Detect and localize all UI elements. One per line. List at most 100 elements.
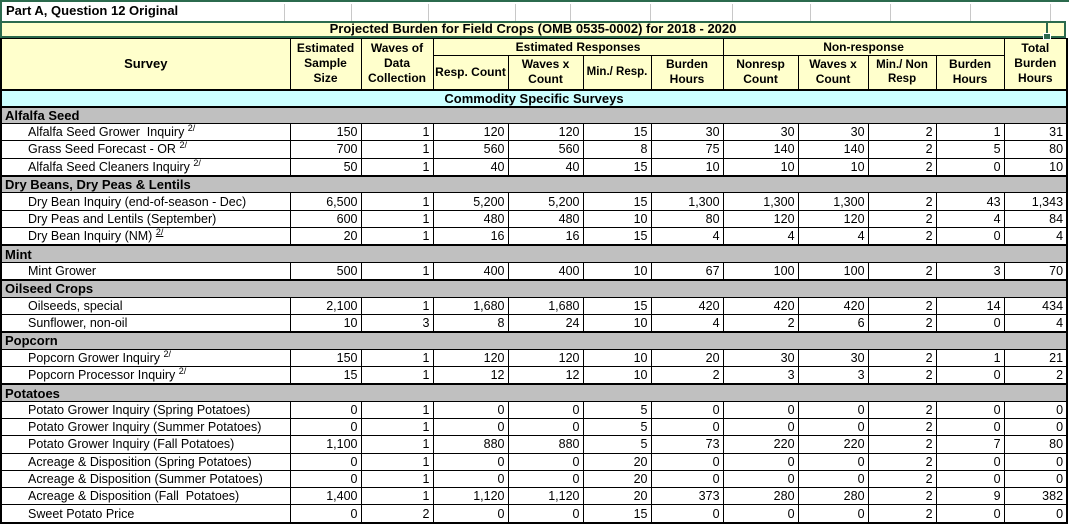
cell-min-per-resp[interactable]: 10	[582, 365, 652, 385]
cell-min-per-nonresp[interactable]: 2	[867, 348, 937, 367]
cell-resp-waves-x-count[interactable]: 0	[507, 504, 584, 524]
cell-resp-burden-hours[interactable]: 373	[650, 487, 724, 506]
cell-min-per-nonresp[interactable]: 2	[867, 157, 937, 177]
cell-resp-waves-x-count[interactable]: 400	[507, 261, 584, 281]
section-header-potatoes[interactable]: Potatoes	[0, 383, 1068, 402]
cell-nonresp-waves-x-count[interactable]: 4	[797, 226, 869, 246]
cell-min-per-resp[interactable]: 5	[582, 418, 652, 437]
section-header-oilseed-crops[interactable]: Oilseed Crops	[0, 279, 1068, 298]
cell-waves-of-data-collection[interactable]: 1	[360, 365, 434, 385]
cell-min-per-nonresp[interactable]: 2	[867, 469, 937, 489]
cell-nonresp-count[interactable]: 140	[722, 140, 799, 159]
cell-resp-waves-x-count[interactable]: 120	[507, 122, 584, 142]
cell-sample-size[interactable]: 0	[289, 452, 362, 471]
cell-waves-of-data-collection[interactable]: 1	[360, 400, 434, 420]
cell-waves-of-data-collection[interactable]: 1	[360, 296, 434, 315]
cell-total-burden-hours[interactable]: 2	[1003, 365, 1068, 385]
cell-min-per-resp[interactable]: 15	[582, 122, 652, 142]
cell-nonresp-count[interactable]: 10	[722, 157, 799, 177]
cell-nonresp-waves-x-count[interactable]: 1,300	[797, 192, 869, 211]
cell-min-per-nonresp[interactable]: 2	[867, 296, 937, 315]
section-header-popcorn[interactable]: Popcorn	[0, 331, 1068, 350]
cell-waves-of-data-collection[interactable]: 2	[360, 504, 434, 524]
cell-min-per-resp[interactable]: 8	[582, 140, 652, 159]
cell-min-per-nonresp[interactable]: 2	[867, 140, 937, 159]
survey-name-cell[interactable]: Grass Seed Forecast - OR 2/	[0, 140, 291, 159]
cell-resp-burden-hours[interactable]: 0	[650, 452, 724, 471]
cell-nonresp-burden-hours[interactable]: 0	[935, 365, 1005, 385]
cell-nonresp-burden-hours[interactable]: 0	[935, 469, 1005, 489]
cell-resp-burden-hours[interactable]: 1,300	[650, 192, 724, 211]
cell-resp-burden-hours[interactable]: 10	[650, 157, 724, 177]
cell-waves-of-data-collection[interactable]: 1	[360, 226, 434, 246]
cell-sample-size[interactable]: 0	[289, 418, 362, 437]
cell-resp-count[interactable]: 1,680	[432, 296, 509, 315]
cell-resp-burden-hours[interactable]: 67	[650, 261, 724, 281]
cell-min-per-resp[interactable]: 10	[582, 348, 652, 367]
cell-resp-waves-x-count[interactable]: 0	[507, 469, 584, 489]
cell-waves-of-data-collection[interactable]: 3	[360, 313, 434, 333]
cell-min-per-nonresp[interactable]: 2	[867, 452, 937, 471]
cell-resp-waves-x-count[interactable]: 0	[507, 418, 584, 437]
cell-resp-burden-hours[interactable]: 0	[650, 418, 724, 437]
survey-name-cell[interactable]: Acreage & Disposition (Spring Potatoes)	[0, 452, 291, 471]
cell-nonresp-waves-x-count[interactable]: 120	[797, 209, 869, 228]
cell-nonresp-waves-x-count[interactable]: 30	[797, 348, 869, 367]
col-header-nonresp-burden-hours[interactable]: Burden Hours	[935, 55, 1005, 90]
cell-resp-burden-hours[interactable]: 0	[650, 400, 724, 420]
survey-name-cell[interactable]: Dry Bean Inquiry (NM) 2/	[0, 226, 291, 246]
cell-nonresp-burden-hours[interactable]: 4	[935, 209, 1005, 228]
cell-resp-burden-hours[interactable]: 80	[650, 209, 724, 228]
cell-nonresp-waves-x-count[interactable]: 6	[797, 313, 869, 333]
cell-resp-waves-x-count[interactable]: 24	[507, 313, 584, 333]
cell-min-per-nonresp[interactable]: 2	[867, 400, 937, 420]
cell-nonresp-burden-hours[interactable]: 0	[935, 504, 1005, 524]
cell-min-per-resp[interactable]: 10	[582, 261, 652, 281]
col-header-waves[interactable]: Waves of Data Collection	[360, 38, 434, 90]
cell-resp-count[interactable]: 1,120	[432, 487, 509, 506]
survey-name-cell[interactable]: Mint Grower	[0, 261, 291, 281]
cell-sample-size[interactable]: 700	[289, 140, 362, 159]
cell-sample-size[interactable]: 0	[289, 400, 362, 420]
cell-nonresp-burden-hours[interactable]: 43	[935, 192, 1005, 211]
col-header-survey[interactable]: Survey	[0, 38, 291, 90]
cell-resp-count[interactable]: 16	[432, 226, 509, 246]
cell-resp-burden-hours[interactable]: 420	[650, 296, 724, 315]
cell-min-per-resp[interactable]: 10	[582, 313, 652, 333]
cell-waves-of-data-collection[interactable]: 1	[360, 435, 434, 454]
cell-nonresp-count[interactable]: 280	[722, 487, 799, 506]
cell-min-per-nonresp[interactable]: 2	[867, 418, 937, 437]
cell-total-burden-hours[interactable]: 0	[1003, 400, 1068, 420]
survey-name-cell[interactable]: Dry Peas and Lentils (September)	[0, 209, 291, 228]
cell-sample-size[interactable]: 500	[289, 261, 362, 281]
cell-resp-count[interactable]: 400	[432, 261, 509, 281]
cell-sample-size[interactable]: 0	[289, 469, 362, 489]
cell-resp-waves-x-count[interactable]: 5,200	[507, 192, 584, 211]
cell-nonresp-waves-x-count[interactable]: 0	[797, 400, 869, 420]
cell-nonresp-count[interactable]: 2	[722, 313, 799, 333]
cell-resp-count[interactable]: 0	[432, 418, 509, 437]
cell-nonresp-burden-hours[interactable]: 1	[935, 122, 1005, 142]
cell-sample-size[interactable]: 1,100	[289, 435, 362, 454]
cell-waves-of-data-collection[interactable]: 1	[360, 157, 434, 177]
cell-nonresp-count[interactable]: 100	[722, 261, 799, 281]
cell-total-burden-hours[interactable]: 1,343	[1003, 192, 1068, 211]
cell-sample-size[interactable]: 150	[289, 122, 362, 142]
cell-sample-size[interactable]: 6,500	[289, 192, 362, 211]
col-group-estimated-responses[interactable]: Estimated Responses	[432, 38, 724, 56]
cell-nonresp-count[interactable]: 0	[722, 418, 799, 437]
sheet-label-row[interactable]: Part A, Question 12 Original	[0, 0, 1069, 21]
cell-nonresp-waves-x-count[interactable]: 100	[797, 261, 869, 281]
cell-sample-size[interactable]: 20	[289, 226, 362, 246]
cell-min-per-resp[interactable]: 20	[582, 452, 652, 471]
cell-nonresp-burden-hours[interactable]: 0	[935, 157, 1005, 177]
cell-resp-waves-x-count[interactable]: 1,120	[507, 487, 584, 506]
cell-total-burden-hours[interactable]: 0	[1003, 504, 1068, 524]
cell-nonresp-burden-hours[interactable]: 9	[935, 487, 1005, 506]
cell-resp-burden-hours[interactable]: 4	[650, 226, 724, 246]
survey-name-cell[interactable]: Popcorn Grower Inquiry 2/	[0, 348, 291, 367]
cell-nonresp-count[interactable]: 0	[722, 469, 799, 489]
cell-nonresp-count[interactable]: 420	[722, 296, 799, 315]
cell-nonresp-burden-hours[interactable]: 3	[935, 261, 1005, 281]
survey-name-cell[interactable]: Acreage & Disposition (Fall Potatoes)	[0, 487, 291, 506]
